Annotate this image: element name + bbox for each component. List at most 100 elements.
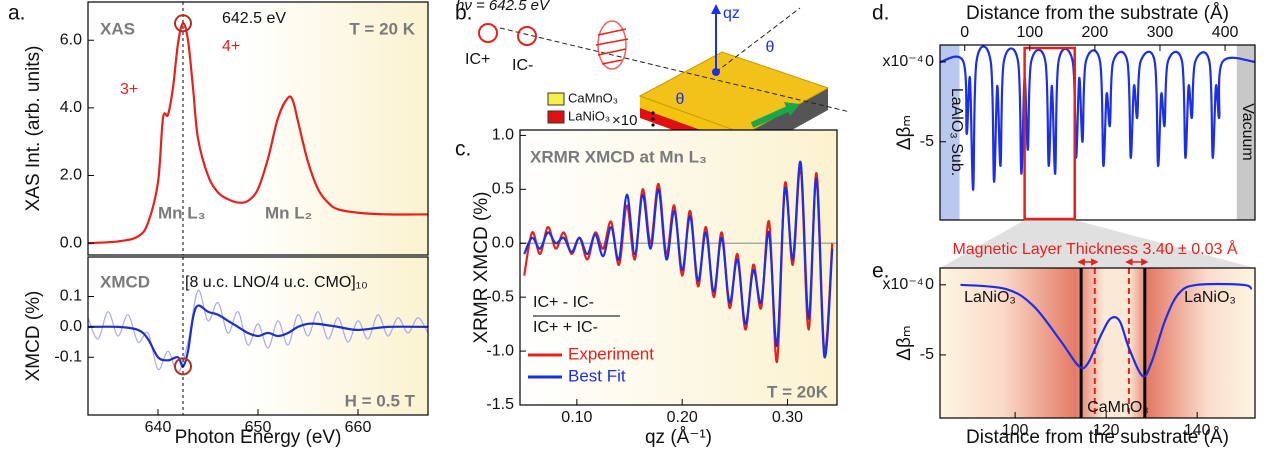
legend-cmo — [547, 92, 565, 106]
zoom-box — [1023, 46, 1076, 221]
y-tick-label: 1.0 — [492, 127, 514, 144]
region — [940, 45, 960, 220]
y-tick-label: 0.1 — [60, 288, 82, 305]
y-tick-label: 4.0 — [60, 99, 82, 116]
series-line — [88, 289, 428, 374]
focus-dot — [712, 68, 720, 76]
annotation: 3+ — [120, 81, 138, 98]
annotation: IC+ - IC- — [533, 294, 594, 311]
plot — [520, 161, 837, 363]
annotation: Magnetic Layer Thickness 3.40 ± 0.03 Å — [952, 239, 1237, 258]
x-tick-label: 120 — [1093, 422, 1120, 439]
x-tick-label: 140 — [1184, 422, 1211, 439]
annotation: CaMnO₃ — [1087, 399, 1149, 416]
x-tick-label: 200 — [1082, 24, 1109, 41]
beam — [499, 27, 851, 113]
field-arrow — [750, 105, 792, 128]
plot — [960, 268, 1253, 418]
y-tick-label: 0.0 — [60, 234, 82, 251]
schematic-label: θ — [766, 39, 775, 56]
series-line — [960, 282, 1253, 378]
y-tick-label: -0.1 — [54, 348, 82, 365]
schematic-label: CaMnO₃ — [568, 90, 618, 105]
x-axis-title: Distance from the substrate (Å) — [966, 427, 1229, 448]
series-line — [940, 45, 1255, 191]
x-tick-label: 0.20 — [667, 409, 698, 426]
series-line — [88, 304, 428, 368]
x-tick-label: 0 — [960, 24, 969, 41]
zoom-fan — [940, 220, 1255, 268]
y-tick-label: 0 — [925, 276, 934, 293]
y-axis-title: XRMR XMCD (%) — [471, 192, 492, 344]
dot — [651, 123, 655, 127]
annotation: 4+ — [222, 38, 240, 55]
schematic-label: LaNiO₃ — [568, 108, 610, 123]
annotation: IC+ + IC- — [533, 319, 598, 336]
chart: 0.0 2.0 4.0 6.0 XAS Int. (arb. units) XAS T = … — [23, 1, 429, 256]
annotation: XAS — [100, 19, 135, 38]
plot-frame — [87, 1, 429, 256]
plot — [88, 289, 428, 374]
annotation: LaNiO₃ — [1184, 289, 1236, 306]
legend-lno — [547, 110, 565, 124]
panel-label: e. — [872, 260, 890, 283]
panel-label: b. — [455, 2, 473, 25]
plot — [88, 22, 428, 245]
y-tick-label: -5 — [920, 346, 934, 363]
annotation: 642.5 eV — [222, 10, 286, 27]
plot-background — [520, 130, 837, 405]
panel-label: d. — [872, 2, 890, 25]
y-tick-label: -1.5 — [486, 396, 514, 413]
y-tick-label: -0.5 — [486, 288, 514, 305]
annotation: x10⁻⁴ — [882, 276, 923, 293]
y-tick-label: 0.0 — [60, 318, 82, 335]
polarization — [478, 20, 629, 70]
region — [1236, 45, 1255, 220]
annotation: LaAlO₃ Sub. — [948, 88, 965, 176]
y-tick-label: 0.5 — [492, 181, 514, 198]
chart: -1.5 -1.0 -0.5 0.0 0.5 1.0 0.10 0.20 0.30 qz (Å⁻¹… — [471, 127, 838, 448]
schematic-label: ×10 — [612, 112, 637, 129]
plot-frame — [519, 129, 838, 406]
annotation: H = 0.5 T — [345, 391, 416, 410]
plot-frame — [939, 267, 1256, 419]
annotation: T = 20K — [767, 382, 829, 401]
qz-arrowhead — [711, 4, 721, 14]
schematic-label: IC+ — [465, 51, 490, 68]
x-tick-label: 100 — [1002, 422, 1029, 439]
schematic-label: IC- — [512, 57, 533, 74]
y-axis-title: XAS Int. (arb. units) — [23, 46, 44, 212]
annotation: XMCD — [100, 272, 150, 291]
annotation: Vacuum — [1239, 103, 1256, 161]
plot-background — [88, 2, 428, 255]
plot-frame — [939, 44, 1256, 221]
y-axis-title: Δβₘ — [894, 115, 915, 150]
annotation: T = 20 K — [349, 19, 415, 38]
x-tick-label: 0.30 — [772, 409, 803, 426]
plot-background — [940, 45, 1255, 220]
y-tick-label: -5 — [920, 133, 934, 150]
x-tick-label: 100 — [1016, 24, 1043, 41]
x-tick-label: 400 — [1212, 24, 1239, 41]
series-line — [88, 22, 428, 245]
x-tick-label: 0.10 — [561, 409, 592, 426]
x-axis-title: Photon Energy (eV) — [175, 427, 342, 448]
y-axis-title: XMCD (%) — [23, 291, 44, 382]
x-tick-label: 300 — [1147, 24, 1174, 41]
annotation: LaNiO₃ — [964, 289, 1016, 306]
y-tick-label: 0 — [925, 53, 934, 70]
y-tick-label: -1.0 — [486, 342, 514, 359]
annotation: XRMR XMCD at Mn L₃ — [530, 147, 707, 166]
annotation: [8 u.c. LNO/4 u.c. CMO]₁₀ — [185, 274, 368, 291]
dot — [651, 111, 655, 115]
schematic-label: hν = 642.5 eV — [456, 0, 551, 14]
dot — [651, 117, 655, 121]
marker — [174, 357, 192, 376]
panel-label: a. — [8, 2, 26, 25]
y-axis-title: Δβₘ — [894, 325, 915, 360]
marker — [174, 14, 192, 33]
x-tick-label: 650 — [245, 419, 272, 436]
legend-label: Best Fit — [568, 366, 626, 385]
